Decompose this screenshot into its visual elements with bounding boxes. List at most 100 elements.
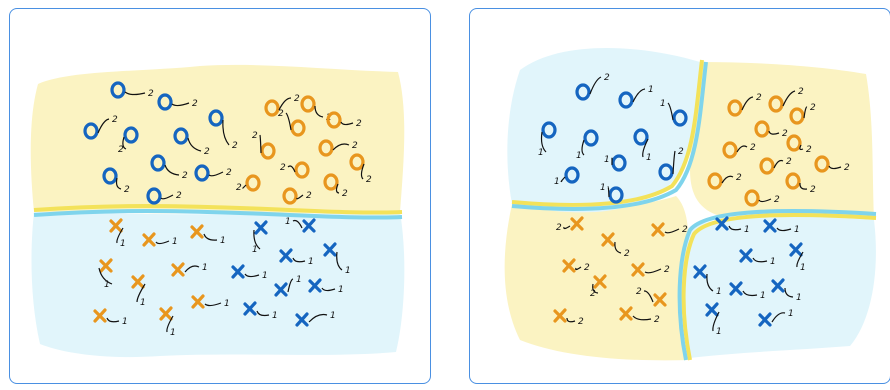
circle-mark xyxy=(658,163,674,181)
marker-label: 2 xyxy=(236,183,242,193)
marker-label: 2 xyxy=(278,109,284,119)
marker-blue-cross: 1 xyxy=(274,275,302,297)
label-connector xyxy=(782,90,796,107)
marker-label: 2 xyxy=(750,143,756,153)
circle-mark xyxy=(583,129,599,147)
marker-label: 2 xyxy=(664,265,670,275)
marker-orange-circle: 2 xyxy=(326,111,362,129)
marker-orange-cross: 1 xyxy=(93,308,128,327)
marker-blue-circle: 1 xyxy=(554,166,580,187)
label-connector xyxy=(560,176,566,183)
marker-orange-circle: 2 xyxy=(814,155,850,173)
label-connector xyxy=(575,266,582,271)
right-boundary-yellow-1 xyxy=(511,59,704,207)
circle-mark xyxy=(110,81,126,99)
marker-label: 1 xyxy=(220,236,226,246)
cross-mark xyxy=(99,258,113,273)
label-connector xyxy=(259,134,262,154)
cross-mark xyxy=(562,258,576,273)
circle-mark xyxy=(150,154,166,172)
marker-label: 2 xyxy=(252,131,258,141)
cross-mark xyxy=(191,294,205,309)
circle-mark xyxy=(323,173,339,191)
marker-label: 1 xyxy=(788,309,794,319)
label-connector xyxy=(242,184,247,189)
marker-orange-circle: 2 xyxy=(349,153,372,185)
cross-mark xyxy=(631,262,645,277)
marker-orange-circle: 2 xyxy=(744,189,780,207)
marker-label: 1 xyxy=(140,298,146,308)
left-boundary-blue xyxy=(33,209,403,220)
marker-label: 2 xyxy=(578,317,584,327)
marker-label: 1 xyxy=(172,237,178,247)
label-connector xyxy=(256,310,270,317)
left-regions xyxy=(30,64,405,358)
marker-blue-cross: 1 xyxy=(789,242,806,273)
label-connector xyxy=(287,165,296,173)
circle-mark xyxy=(194,164,210,182)
marker-blue-circle: 2 xyxy=(110,81,154,99)
cross-mark xyxy=(231,264,245,279)
circle-mark xyxy=(157,93,173,111)
circle-mark xyxy=(260,142,276,160)
label-connector xyxy=(742,290,758,297)
label-connector xyxy=(776,227,792,232)
marker-label: 2 xyxy=(176,191,182,201)
label-connector xyxy=(706,273,714,292)
marker-label: 1 xyxy=(538,148,544,158)
circle-mark xyxy=(326,111,342,129)
marker-blue-cross: 1 xyxy=(715,216,750,235)
label-connector xyxy=(222,119,230,146)
marker-blue-circle: 2 xyxy=(146,187,182,205)
cross-mark xyxy=(653,292,667,307)
marker-orange-circle: 2 xyxy=(786,134,812,155)
label-connector xyxy=(160,194,174,200)
marker-blue-cross: 1 xyxy=(285,217,316,233)
marker-blue-circle: 2 xyxy=(575,73,610,101)
marker-label: 2 xyxy=(624,249,630,259)
marker-label: 2 xyxy=(556,223,562,233)
circle-mark xyxy=(282,187,298,205)
marker-blue-cross: 1 xyxy=(758,309,794,327)
circle-mark xyxy=(264,99,280,117)
marker-label: 1 xyxy=(170,328,176,338)
label-connector xyxy=(592,283,599,294)
cross-mark xyxy=(142,232,156,247)
marker-blue-cross: 1 xyxy=(323,242,351,276)
label-connector xyxy=(314,105,324,118)
label-connector xyxy=(292,219,303,229)
marker-label: 2 xyxy=(786,157,792,167)
marker-label: 2 xyxy=(584,263,590,273)
circle-mark xyxy=(814,155,830,173)
right-boundary-blue-1 xyxy=(511,61,708,211)
marker-blue-circle: 1 xyxy=(538,121,557,158)
right-boundary-yellow-2 xyxy=(681,213,877,361)
marker-label: 2 xyxy=(756,93,762,103)
marker-label: 2 xyxy=(774,195,780,205)
circle-mark xyxy=(173,127,189,145)
label-connector xyxy=(204,302,222,307)
marker-label: 1 xyxy=(604,155,610,165)
marker-label: 1 xyxy=(262,271,268,281)
label-connector xyxy=(799,182,808,190)
marker-label: 2 xyxy=(366,175,372,185)
marker-blue-cross: 1 xyxy=(693,264,722,297)
label-connector xyxy=(643,290,654,303)
marker-orange-circle: 2 xyxy=(280,161,310,179)
marker-blue-circle: 1 xyxy=(576,129,599,161)
label-connector xyxy=(115,177,122,190)
marker-label: 2 xyxy=(342,189,348,199)
marker-label: 2 xyxy=(590,289,596,299)
marker-orange-cross: 1 xyxy=(98,258,113,290)
label-connector xyxy=(106,317,120,323)
circle-mark xyxy=(722,141,738,159)
label-connector xyxy=(728,225,742,231)
label-connector xyxy=(336,251,343,271)
circle-mark xyxy=(294,161,310,179)
label-connector xyxy=(122,136,127,150)
label-connector xyxy=(607,186,610,198)
marker-orange-circle: 2 xyxy=(318,139,358,157)
cross-mark xyxy=(593,274,607,289)
circle-mark xyxy=(707,172,723,190)
